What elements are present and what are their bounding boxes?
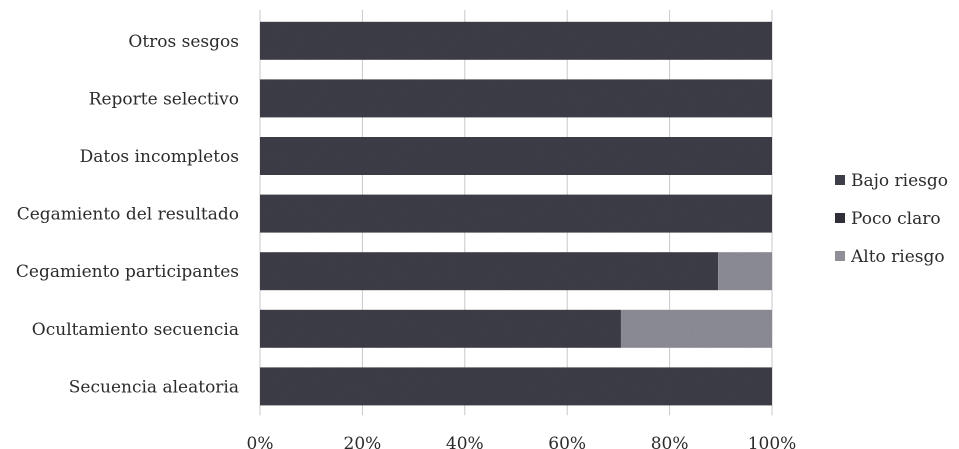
category-label: Reporte selectivo xyxy=(89,89,239,109)
legend-swatch xyxy=(835,175,845,185)
bar-segment xyxy=(260,367,772,406)
category-label: Cegamiento del resultado xyxy=(17,205,239,225)
bar-segment xyxy=(260,194,772,233)
legend-swatch xyxy=(835,213,845,223)
x-tick-label: 80% xyxy=(651,434,689,449)
category-label: Ocultamiento secuencia xyxy=(32,320,239,340)
category-label: Datos incompletos xyxy=(80,147,239,167)
category-label: Otros sesgos xyxy=(128,32,239,52)
bar-segment xyxy=(260,137,772,175)
x-tick-label: 60% xyxy=(548,434,586,449)
x-tick-label: 20% xyxy=(344,434,382,449)
legend-label: Bajo riesgo xyxy=(851,171,948,191)
bar-segment xyxy=(260,21,772,60)
x-tick-label: 40% xyxy=(446,434,484,449)
category-labels: Otros sesgos Reporte selectivo Datos incom… xyxy=(16,32,239,398)
legend-label: Poco claro xyxy=(851,209,941,229)
x-tick-label: 100% xyxy=(748,434,797,449)
category-label: Secuencia aleatoria xyxy=(69,377,239,397)
bar-segment xyxy=(620,309,772,348)
legend: Bajo riesgo Poco claro Alto riesgo xyxy=(835,171,948,267)
legend-label: Alto riesgo xyxy=(850,247,945,267)
bar-segment xyxy=(260,252,719,291)
bar-segment xyxy=(718,252,772,291)
bars xyxy=(260,21,772,406)
x-axis-tick-labels: 0% 20% 40% 60% 80% 100% xyxy=(247,434,797,449)
bar-segment xyxy=(260,309,621,348)
x-tick-label: 0% xyxy=(247,434,274,449)
bar-segment xyxy=(260,79,772,118)
legend-swatch xyxy=(835,251,845,261)
category-label: Cegamiento participantes xyxy=(16,262,239,282)
